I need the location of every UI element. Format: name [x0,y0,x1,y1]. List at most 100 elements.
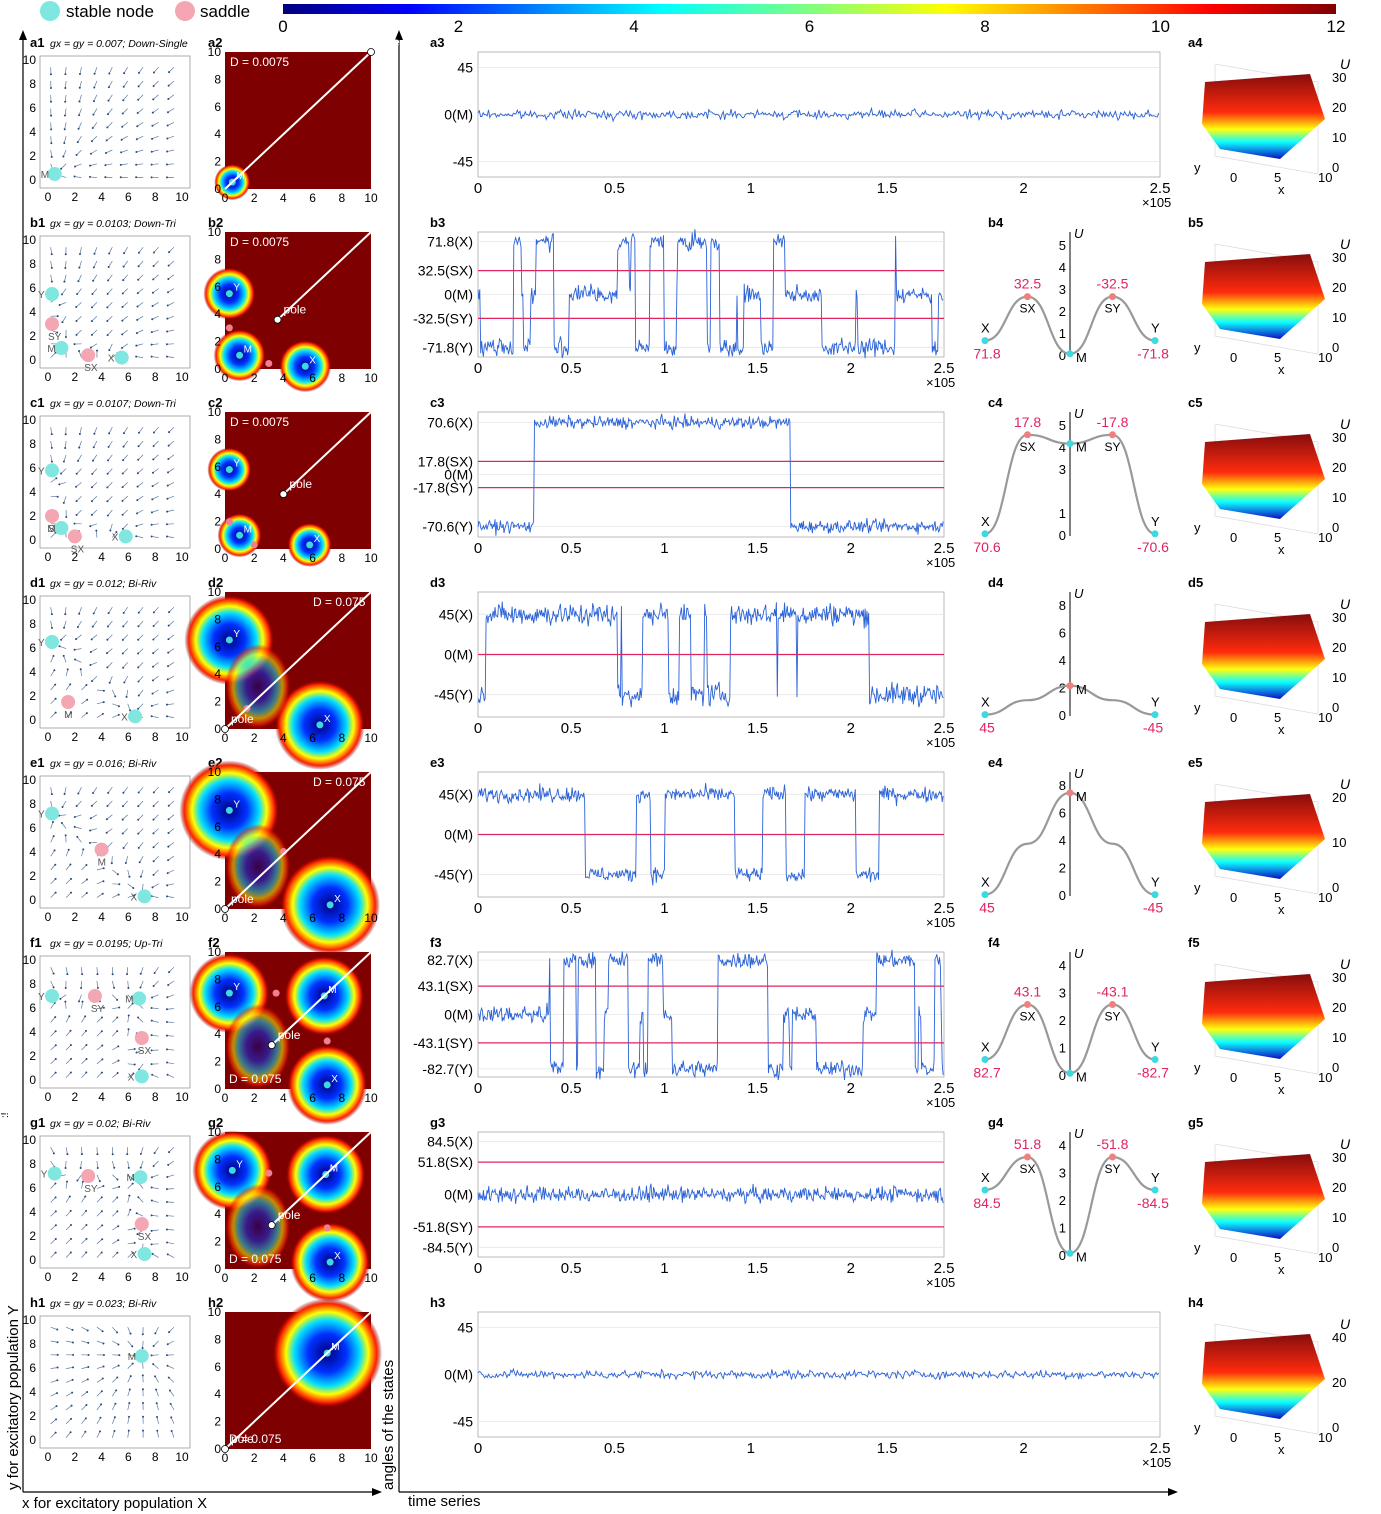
landscape-SY-label: SY [1104,440,1120,454]
flow-arrow [50,684,56,691]
param-label: gx = gy = 0.02; Bi-Riv [50,1118,151,1130]
landscape-u-tick: 3 [1059,986,1066,1001]
panel-label: c4 [988,395,1003,410]
flow-arrow [90,828,98,831]
flow-arrowhead [150,1034,153,1037]
flow-arrowhead [50,613,53,616]
flow-arrowhead [82,848,85,851]
heatmap-y-tick: 4 [214,667,221,681]
flow-arrow [65,1160,67,1169]
flow-arrowhead [73,343,76,346]
flow-arrowhead [93,86,96,89]
flow-arrow [112,1211,118,1217]
flow-arrow [138,246,144,254]
flow-arrowhead [152,624,155,627]
time-tick-label: 2 [847,1080,855,1097]
flow-arrowhead [150,523,153,526]
flow-arrowhead [118,1006,121,1009]
phase-x-tick: 6 [125,1090,132,1104]
panel-label: f2 [208,935,220,950]
heatmap-y-tick: 4 [214,1027,221,1041]
surface-x-tick: 0 [1230,1250,1237,1265]
flow-arrow [122,523,128,530]
heatmap-x-tick: 4 [280,1451,287,1465]
flow-arrow [107,786,113,794]
phase-x-tick: 6 [125,370,132,384]
flow-arrow [168,440,175,446]
flow-arrowhead [92,612,95,615]
flow-arrowhead [75,805,78,808]
flow-arrowhead [81,973,84,976]
surface-u-tick: 10 [1332,310,1346,325]
flow-arrowhead [66,1180,69,1183]
stable-point [236,351,244,359]
pole-label: pole [289,477,312,491]
phase-y-tick: 2 [29,149,36,163]
flow-arrowhead [152,818,155,821]
flow-arrowhead [165,1008,168,1011]
flow-arrowhead [166,1343,169,1346]
surface-u-tick: 0 [1332,880,1339,895]
flow-arrowhead [64,266,67,269]
flow-arrow [127,1029,129,1037]
flow-arrowhead [139,1152,142,1155]
heatmap-node-label: Y [233,459,240,470]
flow-arrow [107,662,113,668]
flow-arrow [152,648,159,654]
flow-arrow [91,495,98,502]
flow-arrowhead [50,253,53,256]
flow-arrowhead [117,1364,120,1367]
flow-arrowhead [114,1402,117,1405]
flow-arrow [93,260,98,268]
flow-arrowhead [137,791,140,794]
landscape-X-value: 70.6 [973,539,1000,555]
heatmap-y-tick: 4 [214,1207,221,1221]
landscape-stable-X [981,1056,989,1063]
heatmap-x-tick: 8 [338,1271,345,1285]
flow-arrow [151,536,159,538]
panel-label: b4 [988,215,1004,230]
flow-arrow [151,1354,159,1356]
panel-label: f4 [988,935,1000,950]
flow-arrowhead [107,612,110,615]
flow-arrow [123,786,129,793]
flow-arrowhead [121,832,124,835]
pole-marker [273,315,282,324]
angle-tick-label: 0(M) [444,1187,473,1203]
flow-arrow [167,896,175,898]
flow-arrowhead [100,1251,103,1254]
param-label: gx = gy = 0.0195; Up-Tri [50,938,163,950]
flow-arrowhead [100,1030,103,1033]
flow-arrowhead [166,1241,169,1244]
landscape-u-tick: 1 [1059,326,1066,341]
flow-arrowhead [100,1196,103,1199]
phase-portrait-frame [39,1135,191,1269]
saddle-point [323,1037,331,1045]
flow-arrowhead [152,264,155,267]
flow-arrow [91,329,98,336]
heatmap-x-tick: 2 [251,1271,258,1285]
flow-arrow [138,66,144,74]
flow-arrow [152,662,159,668]
flow-arrow [167,1365,175,1369]
panel-label: c2 [208,395,222,410]
flow-arrowhead [50,460,53,463]
flow-arrow [136,329,144,334]
flow-arrowhead [106,652,109,655]
pole-line [224,1311,372,1450]
potential-surface [1202,974,1325,1059]
angle-tick-label: 0(M) [444,287,473,303]
flow-arrowhead [135,1212,138,1215]
flow-arrowhead [135,535,138,538]
heatmap-y-tick: 2 [214,1235,221,1249]
flow-arrowhead [91,472,94,475]
flow-arrow [65,1030,71,1037]
landscape-Y-label: Y [1151,875,1160,890]
flow-arrowhead [55,1418,58,1421]
flow-arrow [112,1060,119,1065]
flow-arrowhead [135,151,138,154]
potential-valley-band [225,644,291,729]
flow-arrow [81,1196,86,1203]
saddle-point [250,541,258,549]
flow-arrowhead [167,665,170,668]
